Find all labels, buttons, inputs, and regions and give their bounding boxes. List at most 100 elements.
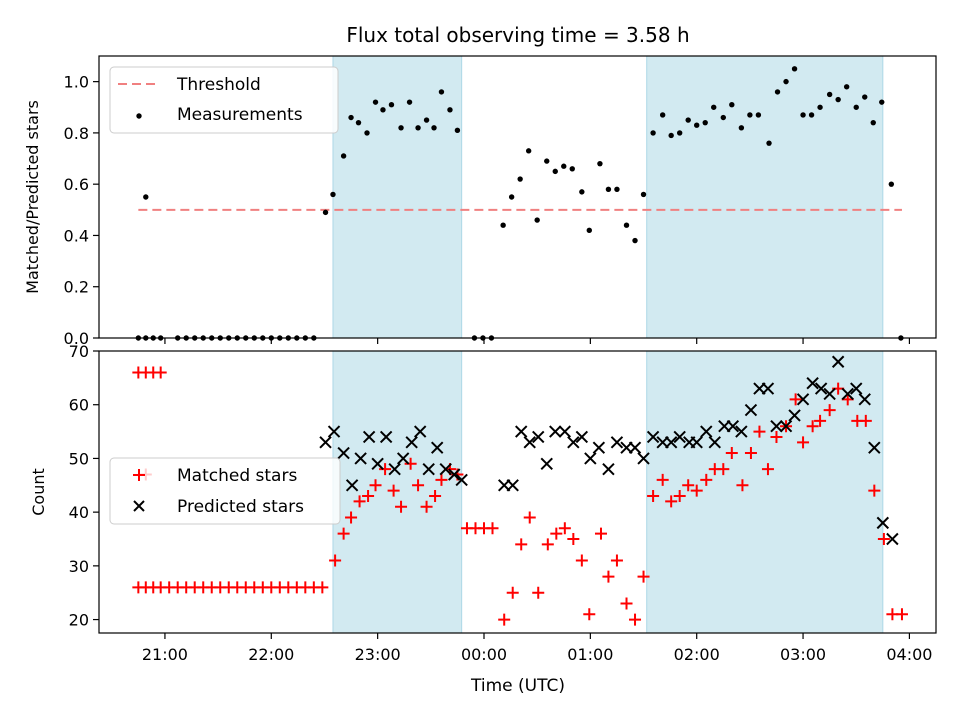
figure-title: Flux total observing time = 3.58 h xyxy=(346,23,689,47)
top-legend-box xyxy=(109,66,339,134)
matched-star-point xyxy=(550,527,563,540)
matched-star-point xyxy=(637,570,650,583)
measurement-point xyxy=(774,89,781,95)
predicted-star-point xyxy=(592,441,606,454)
predicted-star-point xyxy=(354,452,367,465)
measurement-point xyxy=(380,107,386,113)
count-panel: 20 30 40 50 60 70 21:00 22:00 23:00 00:00 01:00 02… xyxy=(29,342,937,696)
measurement-point xyxy=(835,96,841,103)
matched-star-point xyxy=(337,527,350,540)
measurement-point xyxy=(694,122,700,128)
measurement-point xyxy=(862,94,868,100)
measurement-point xyxy=(415,125,421,131)
matched-star-point xyxy=(877,533,890,545)
predicted-star-point xyxy=(327,425,341,438)
matched-star-point xyxy=(673,490,686,503)
bottom-y-ticks: 20 30 40 50 60 70 xyxy=(69,342,99,630)
legend-predicted-label: Predicted stars xyxy=(177,497,304,517)
measurement-point xyxy=(720,114,726,121)
matched-star-point xyxy=(753,425,766,438)
observing-window-2 xyxy=(646,55,884,339)
matched-star-point xyxy=(700,473,713,486)
legend-measurements-label: Measurements xyxy=(177,105,303,125)
matched-star-point xyxy=(353,495,366,508)
measurement-point xyxy=(853,104,859,110)
bottom-legend: Matched stars Predicted stars xyxy=(109,457,341,525)
legend-predicted-swatch xyxy=(133,500,145,512)
observing-windows xyxy=(332,350,884,634)
predicted-star-point xyxy=(876,516,890,530)
measurement-point xyxy=(640,191,647,198)
matched-star-point xyxy=(486,522,499,535)
x-tick-label: 02:00 xyxy=(674,645,720,664)
measurement-point xyxy=(500,222,506,228)
matched-star-point xyxy=(610,554,623,567)
predicted-star-point xyxy=(708,436,721,449)
matched-star-point xyxy=(362,490,375,503)
measurement-point xyxy=(659,112,666,118)
measurement-point xyxy=(738,125,745,131)
matched-star-point xyxy=(665,495,678,508)
top-x-ticks xyxy=(164,338,911,344)
measurement-point xyxy=(355,119,362,126)
y-tick-label: 0.2 xyxy=(64,278,89,297)
measurement-point xyxy=(330,191,336,198)
matched-star-point xyxy=(620,597,633,610)
measurement-point xyxy=(800,112,806,118)
measurement-point xyxy=(447,107,453,113)
predicted-star-point xyxy=(831,355,845,368)
y-tick-label: 0.4 xyxy=(64,226,89,245)
measurement-point xyxy=(544,158,550,164)
measurement-point xyxy=(388,102,395,108)
y-tick-label: 30 xyxy=(69,557,89,576)
measurement-point xyxy=(729,102,735,108)
ratio-panel: 0.0 0.2 0.4 0.6 0.8 1.0 Matched/Predicted sta… xyxy=(23,55,937,348)
measurement-point xyxy=(517,176,523,182)
measurement-point xyxy=(534,217,540,223)
y-tick-label: 0.0 xyxy=(64,329,89,348)
measurement-point xyxy=(702,119,708,126)
measurement-point xyxy=(766,140,772,146)
predicted-star-point xyxy=(779,419,793,433)
legend-matched-label: Matched stars xyxy=(177,466,297,486)
x-tick-label: 03:00 xyxy=(780,645,826,664)
matched-star-point xyxy=(868,484,881,497)
matched-star-point xyxy=(498,613,511,626)
predicted-star-point xyxy=(690,436,703,449)
x-tick-label: 01:00 xyxy=(567,645,613,664)
matched-star-point xyxy=(736,479,749,492)
matched-star-point xyxy=(429,490,442,503)
predicted-star-point xyxy=(886,532,899,546)
measurement-point xyxy=(508,194,515,200)
measurement-point xyxy=(431,125,437,131)
predicted-star-point xyxy=(405,436,418,449)
y-tick-label: 0.8 xyxy=(64,124,89,143)
matched-star-point xyxy=(629,613,642,626)
predicted-star-point xyxy=(558,425,572,438)
predicted-star-point xyxy=(868,441,881,454)
x-tick-label: 21:00 xyxy=(142,645,188,664)
matched-star-point xyxy=(379,463,392,476)
x-axis-label: Time (UTC) xyxy=(470,676,565,696)
predicted-star-point xyxy=(540,457,553,471)
predicted-star-point xyxy=(673,430,686,444)
predicted-star-point xyxy=(455,473,468,487)
predicted-star-point xyxy=(523,436,536,449)
predicted-star-point xyxy=(396,452,410,465)
y-tick-label: 70 xyxy=(69,342,89,361)
predicted-star-point xyxy=(726,419,740,433)
measurement-point xyxy=(525,148,532,154)
y-tick-label: 1.0 xyxy=(64,73,89,92)
predicted-star-point xyxy=(814,382,828,395)
predicted-star-point xyxy=(735,425,748,438)
predicted-star-point xyxy=(362,430,376,444)
matched-star-point xyxy=(602,570,615,583)
matched-star-point xyxy=(744,447,757,460)
measurement-point xyxy=(808,112,815,118)
predicted-star-point xyxy=(422,462,435,476)
matched-star-point xyxy=(814,414,827,427)
predicted-star-point xyxy=(379,430,393,444)
predicted-star-point xyxy=(646,430,660,444)
measurement-point xyxy=(879,99,885,105)
legend-matched-swatch xyxy=(133,469,145,481)
